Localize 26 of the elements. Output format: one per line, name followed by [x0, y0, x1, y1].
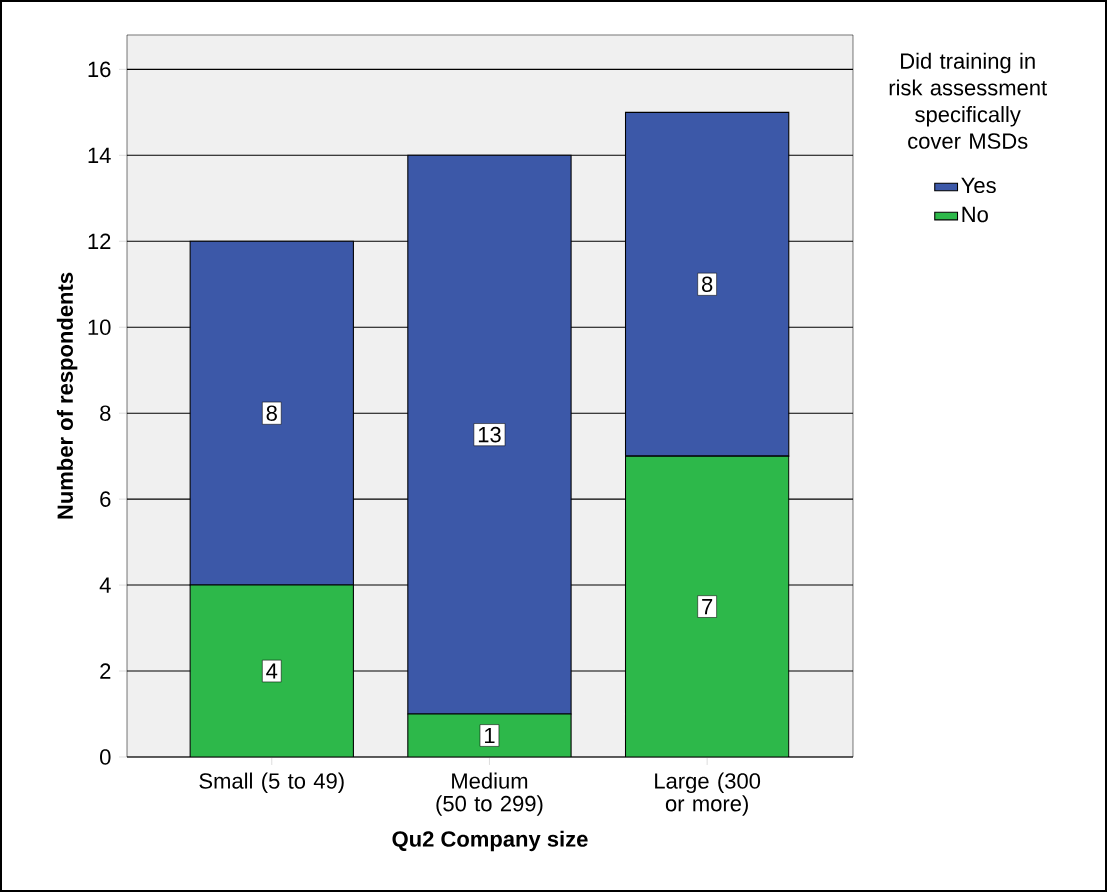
- bar: [189, 584, 354, 757]
- legend-label: Yes: [961, 177, 996, 194]
- bar: [624, 455, 790, 757]
- y-tick-label: 10: [88, 319, 111, 336]
- x-tick-label: Large (300 or more): [655, 772, 761, 816]
- y-axis-title: Number of respondents: [56, 272, 78, 519]
- y-tick-label: 16: [88, 61, 111, 78]
- y-tick-label: 6: [100, 491, 111, 507]
- data-label: 7: [702, 599, 713, 615]
- y-tick-label: 14: [88, 147, 111, 163]
- legend-title: Did training in risk assessment specifically cover MSDs: [889, 52, 1047, 149]
- x-tick-label: Medium (50 to 299): [436, 772, 543, 816]
- x-tick-label: Small (5 to 49): [199, 772, 344, 794]
- data-label: 4: [266, 663, 278, 679]
- data-label: 8: [701, 276, 713, 293]
- data-label: 8: [266, 405, 277, 421]
- data-label: 1: [485, 727, 495, 744]
- legend-label: No: [962, 206, 988, 223]
- bar: [407, 713, 572, 757]
- x-axis-title: Qu2 Company size: [392, 830, 588, 852]
- data-label: 13: [478, 426, 501, 443]
- y-tick-label: 8: [100, 405, 111, 421]
- y-tick-label: 2: [100, 663, 111, 679]
- y-tick-label: 4: [99, 577, 111, 593]
- y-tick-label: 12: [88, 233, 111, 249]
- y-tick-label: 0: [100, 749, 111, 765]
